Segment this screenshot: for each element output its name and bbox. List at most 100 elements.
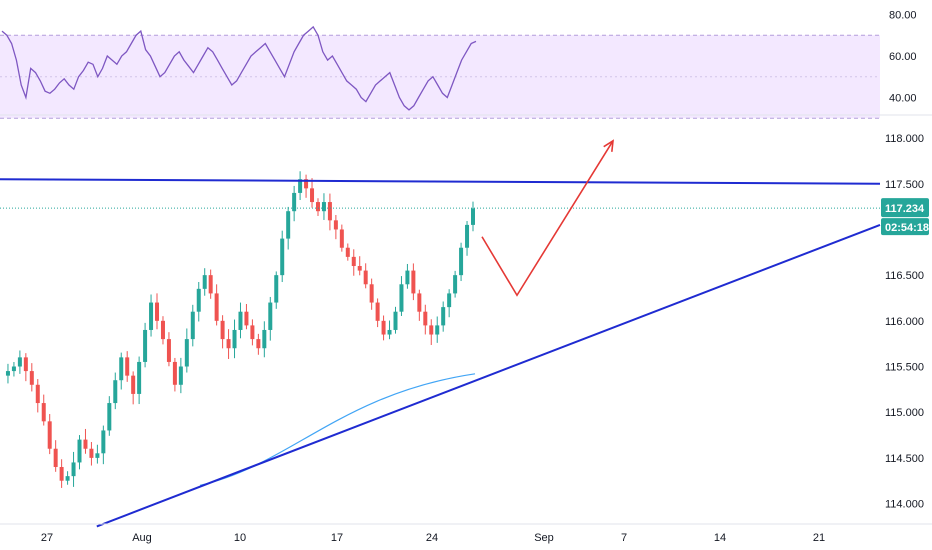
candle-body	[77, 439, 82, 463]
candle-body	[220, 320, 225, 340]
candle-body	[95, 453, 100, 458]
candle-body	[321, 202, 326, 212]
price-panel	[0, 139, 881, 528]
time-tick-label: 21	[813, 532, 825, 544]
candle	[47, 414, 52, 455]
candle	[131, 371, 136, 405]
candle	[327, 193, 332, 231]
candle-body	[23, 357, 28, 372]
time-tick-label: 7	[621, 532, 627, 544]
rsi-tick-label: 80.00	[889, 9, 917, 21]
candle-body	[387, 329, 392, 335]
price-tags[interactable]: 117.234 02:54:18	[881, 198, 929, 236]
candle-body	[447, 293, 452, 308]
candle-body	[190, 311, 195, 340]
candle-body	[196, 288, 201, 312]
candle-body	[417, 293, 422, 312]
candle	[119, 352, 124, 390]
candle-body	[262, 329, 267, 349]
candle	[35, 379, 40, 413]
candle	[95, 444, 100, 464]
candle-body	[315, 202, 320, 212]
projection-arrowhead	[603, 139, 614, 152]
candle	[190, 304, 195, 347]
candle-body	[381, 320, 386, 335]
candle-body	[35, 384, 40, 404]
candle-body	[435, 325, 440, 335]
candle-body	[17, 357, 22, 367]
time-tick-label: 14	[714, 532, 726, 544]
candle-body	[405, 270, 410, 285]
candle-body	[327, 202, 332, 221]
candle-body	[5, 371, 10, 376]
resistance-trendline[interactable]	[0, 178, 881, 185]
candle-body	[459, 247, 464, 276]
rsi-tick-label: 60.00	[889, 51, 917, 63]
candle	[5, 363, 10, 384]
candle	[262, 321, 267, 358]
price-tick-label: 116.500	[885, 270, 924, 282]
candle	[220, 315, 225, 349]
candle-body	[65, 476, 70, 481]
candle-body	[208, 275, 213, 294]
rsi-panel	[0, 25, 880, 119]
support-trendline[interactable]	[96, 223, 881, 528]
candle-body	[351, 256, 356, 267]
candle-body	[423, 311, 428, 326]
candle-body	[178, 366, 183, 385]
projection-arrow[interactable]	[481, 140, 614, 297]
candle-body	[250, 325, 255, 340]
candle	[280, 230, 285, 283]
candle	[65, 471, 70, 485]
candle	[172, 357, 177, 392]
candle	[465, 221, 470, 256]
candle-body	[304, 179, 309, 189]
candle	[369, 278, 374, 310]
candle	[471, 201, 475, 232]
candle	[113, 372, 118, 410]
candle	[381, 315, 386, 341]
candle	[339, 224, 344, 252]
candle	[83, 428, 88, 454]
candle	[357, 256, 362, 276]
candle	[286, 206, 291, 250]
candle	[238, 302, 243, 339]
candle-body	[280, 238, 285, 276]
candle	[298, 171, 303, 201]
candle	[23, 353, 28, 382]
candle	[399, 276, 404, 316]
candle-body	[471, 208, 475, 225]
candle-body	[131, 375, 136, 394]
candle-body	[202, 275, 207, 289]
candle	[17, 350, 22, 374]
candle-body	[107, 403, 112, 431]
candle-body	[357, 266, 362, 271]
candle	[405, 263, 410, 289]
candle	[125, 351, 130, 382]
candle	[345, 243, 350, 261]
last-price-tag[interactable]	[881, 198, 929, 218]
candle-body	[345, 247, 350, 257]
countdown-tag	[881, 218, 929, 236]
price-tick-label: 117.500	[885, 179, 924, 191]
candle-body	[125, 357, 130, 376]
candle-body	[411, 270, 416, 294]
moving-average-line	[199, 373, 476, 486]
candle	[89, 442, 94, 466]
candle	[256, 333, 261, 355]
candle-body	[375, 302, 380, 321]
candle-body	[29, 371, 34, 385]
price-tick-label: 114.000	[885, 499, 924, 511]
candle-body	[238, 311, 243, 330]
candle	[459, 242, 464, 282]
candle	[184, 328, 189, 373]
candle-body	[47, 421, 52, 449]
candle-body	[310, 188, 315, 203]
candle	[178, 357, 183, 394]
candle-body	[143, 329, 148, 362]
candle	[375, 298, 380, 328]
candle	[351, 249, 356, 276]
candle-body	[465, 224, 470, 248]
candle	[208, 269, 213, 299]
